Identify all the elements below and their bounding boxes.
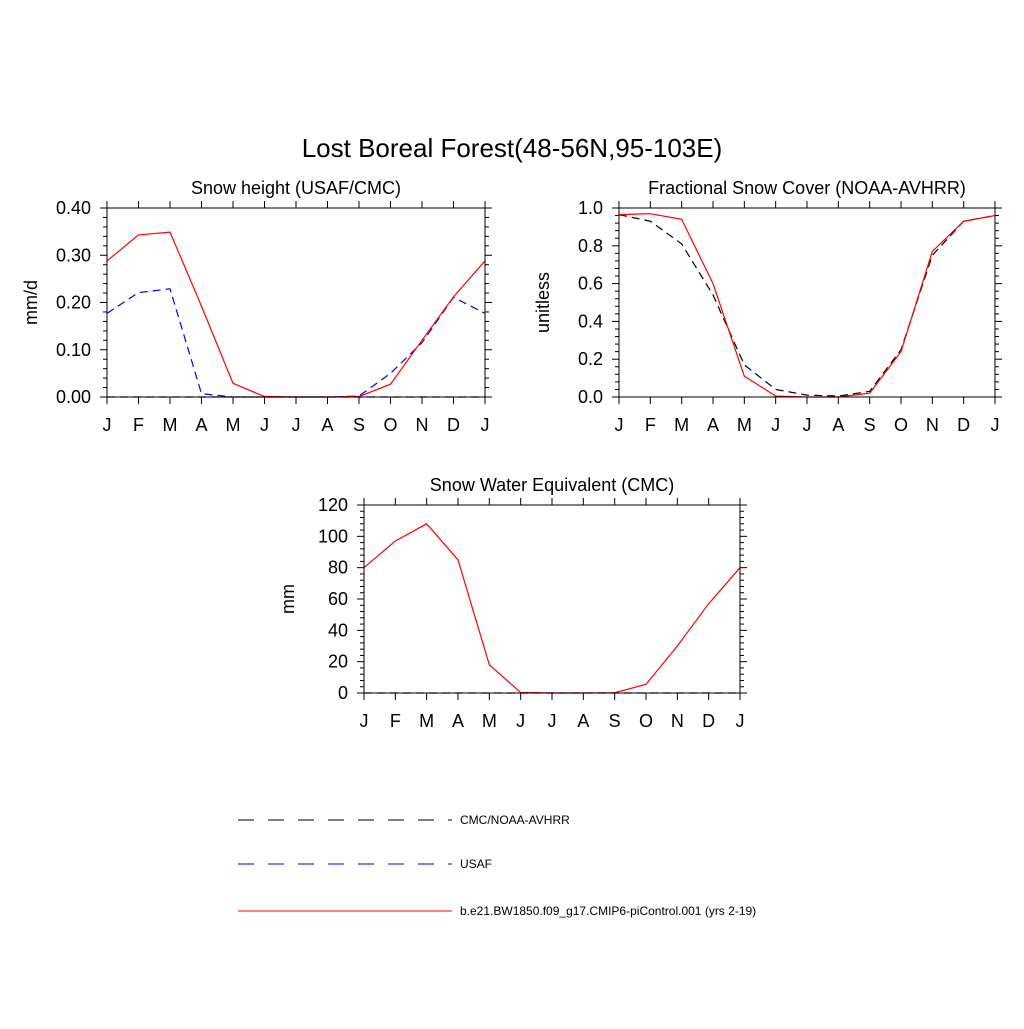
snow-height-x-tick-label: M <box>163 415 178 435</box>
legend-label-cmc-noaa-avhrr: CMC/NOAA-AVHRR <box>460 813 570 827</box>
snow-height-y-tick-label: 0.00 <box>56 387 91 407</box>
fractional-snow-cover-y-tick-label: 0.0 <box>578 387 603 407</box>
snow-water-equivalent-x-tick-label: D <box>702 711 715 731</box>
snow-water-equivalent-y-tick-label: 80 <box>328 558 348 578</box>
snow-height-series-line-1 <box>106 288 486 398</box>
snow-water-equivalent-x-tick-label: F <box>390 711 401 731</box>
figure-title: Lost Boreal Forest(48-56N,95-103E) <box>302 133 723 163</box>
fractional-snow-cover-x-tick-label: J <box>991 415 1000 435</box>
fractional-snow-cover-x-tick-label: D <box>957 415 970 435</box>
fractional-snow-cover-x-tick-label: F <box>645 415 656 435</box>
legend-label-model: b.e21.BW1850.f09_g17.CMIP6-piControl.001… <box>460 904 756 918</box>
snow-height-x-tick-label: J <box>481 415 490 435</box>
fractional-snow-cover-y-tick-label: 0.6 <box>578 274 603 294</box>
snow-height-y-tick-label: 0.20 <box>56 293 91 313</box>
snow-height-x-tick-label: M <box>226 415 241 435</box>
legend-label-usaf: USAF <box>460 857 492 871</box>
snow-water-equivalent-y-axis-label: mm <box>278 584 298 614</box>
fractional-snow-cover-y-tick-label: 1.0 <box>578 198 603 218</box>
legend-entry-usaf: USAF <box>238 857 492 871</box>
snow-height-x-tick-label: F <box>133 415 144 435</box>
fractional-snow-cover-x-tick-label: A <box>832 415 844 435</box>
fractional-snow-cover-y-axis-label: unitless <box>533 272 553 333</box>
snow-water-equivalent-x-tick-label: A <box>452 711 464 731</box>
snow-water-equivalent-x-tick-label: S <box>609 711 621 731</box>
snow-water-equivalent-y-tick-label: 20 <box>328 652 348 672</box>
snow-height-y-tick-label: 0.10 <box>56 340 91 360</box>
fractional-snow-cover-x-tick-label: J <box>803 415 812 435</box>
fractional-snow-cover-x-tick-label: J <box>615 415 624 435</box>
snow-water-equivalent-plot-frame <box>363 504 741 694</box>
legend-entry-model: b.e21.BW1850.f09_g17.CMIP6-piControl.001… <box>238 904 756 918</box>
fractional-snow-cover-x-tick-label: J <box>771 415 780 435</box>
fractional-snow-cover-x-tick-label: S <box>864 415 876 435</box>
snow-water-equivalent-x-tick-label: J <box>548 711 557 731</box>
snow-water-equivalent-x-tick-label: M <box>419 711 434 731</box>
snow-water-equivalent-y-tick-label: 0 <box>338 683 348 703</box>
snow-height-y-tick-label: 0.30 <box>56 245 91 265</box>
fractional-snow-cover-plot-frame <box>618 207 996 398</box>
legend: CMC/NOAA-AVHRR USAF b.e21.BW1850.f09_g17… <box>238 813 756 918</box>
snow-water-equivalent-x-tick-label: N <box>671 711 684 731</box>
snow-water-equivalent-y-tick-label: 40 <box>328 620 348 640</box>
fractional-snow-cover-series-line-1 <box>618 213 996 398</box>
snow-height-x-tick-label: A <box>321 415 333 435</box>
snow-height-x-tick-label: A <box>195 415 207 435</box>
fractional-snow-cover-y-tick-label: 0.2 <box>578 349 603 369</box>
snow-height-x-tick-label: J <box>103 415 112 435</box>
snow-height-x-tick-label: S <box>353 415 365 435</box>
fractional-snow-cover-x-tick-label: O <box>894 415 908 435</box>
snow-water-equivalent-x-tick-label: J <box>736 711 745 731</box>
snow-height-x-tick-label: J <box>260 415 269 435</box>
snow-water-equivalent-series-line-1 <box>363 523 741 694</box>
snow-water-equivalent-x-tick-label: M <box>482 711 497 731</box>
snow-water-equivalent-y-tick-label: 100 <box>318 526 348 546</box>
fractional-snow-cover-y-tick-label: 0.4 <box>578 311 603 331</box>
fractional-snow-cover-x-tick-label: N <box>926 415 939 435</box>
snow-height-x-tick-label: O <box>383 415 397 435</box>
snow-water-equivalent-x-tick-label: O <box>639 711 653 731</box>
snow-water-equivalent-chart-title: Snow Water Equivalent (CMC) <box>430 475 674 495</box>
fractional-snow-cover-y-tick-label: 0.8 <box>578 236 603 256</box>
snow-height-y-axis-label: mm/d <box>21 280 41 325</box>
snow-height-x-tick-label: D <box>447 415 460 435</box>
fractional-snow-cover-series-line-0 <box>618 214 996 397</box>
snow-height-y-tick-label: 0.40 <box>56 198 91 218</box>
fractional-snow-cover-x-tick-label: M <box>737 415 752 435</box>
snow-height-plot-frame <box>106 207 486 398</box>
snow-height-chart-title: Snow height (USAF/CMC) <box>191 178 401 198</box>
snow-height-x-tick-label: N <box>416 415 429 435</box>
fractional-snow-cover-x-tick-label: A <box>707 415 719 435</box>
snow-water-equivalent-y-tick-label: 120 <box>318 495 348 515</box>
fractional-snow-cover-chart: Fractional Snow Cover (NOAA-AVHRR) unitl… <box>533 178 1002 435</box>
snow-water-equivalent-x-tick-label: A <box>577 711 589 731</box>
snow-water-equivalent-y-tick-label: 60 <box>328 589 348 609</box>
legend-entry-cmc-noaa-avhrr: CMC/NOAA-AVHRR <box>238 813 570 827</box>
snow-height-x-tick-label: J <box>292 415 301 435</box>
fractional-snow-cover-x-tick-label: M <box>674 415 689 435</box>
snow-water-equivalent-x-tick-label: J <box>360 711 369 731</box>
fractional-snow-cover-chart-title: Fractional Snow Cover (NOAA-AVHRR) <box>648 178 966 198</box>
snow-water-equivalent-x-tick-label: J <box>516 711 525 731</box>
snow-height-series-line-2 <box>106 231 486 398</box>
